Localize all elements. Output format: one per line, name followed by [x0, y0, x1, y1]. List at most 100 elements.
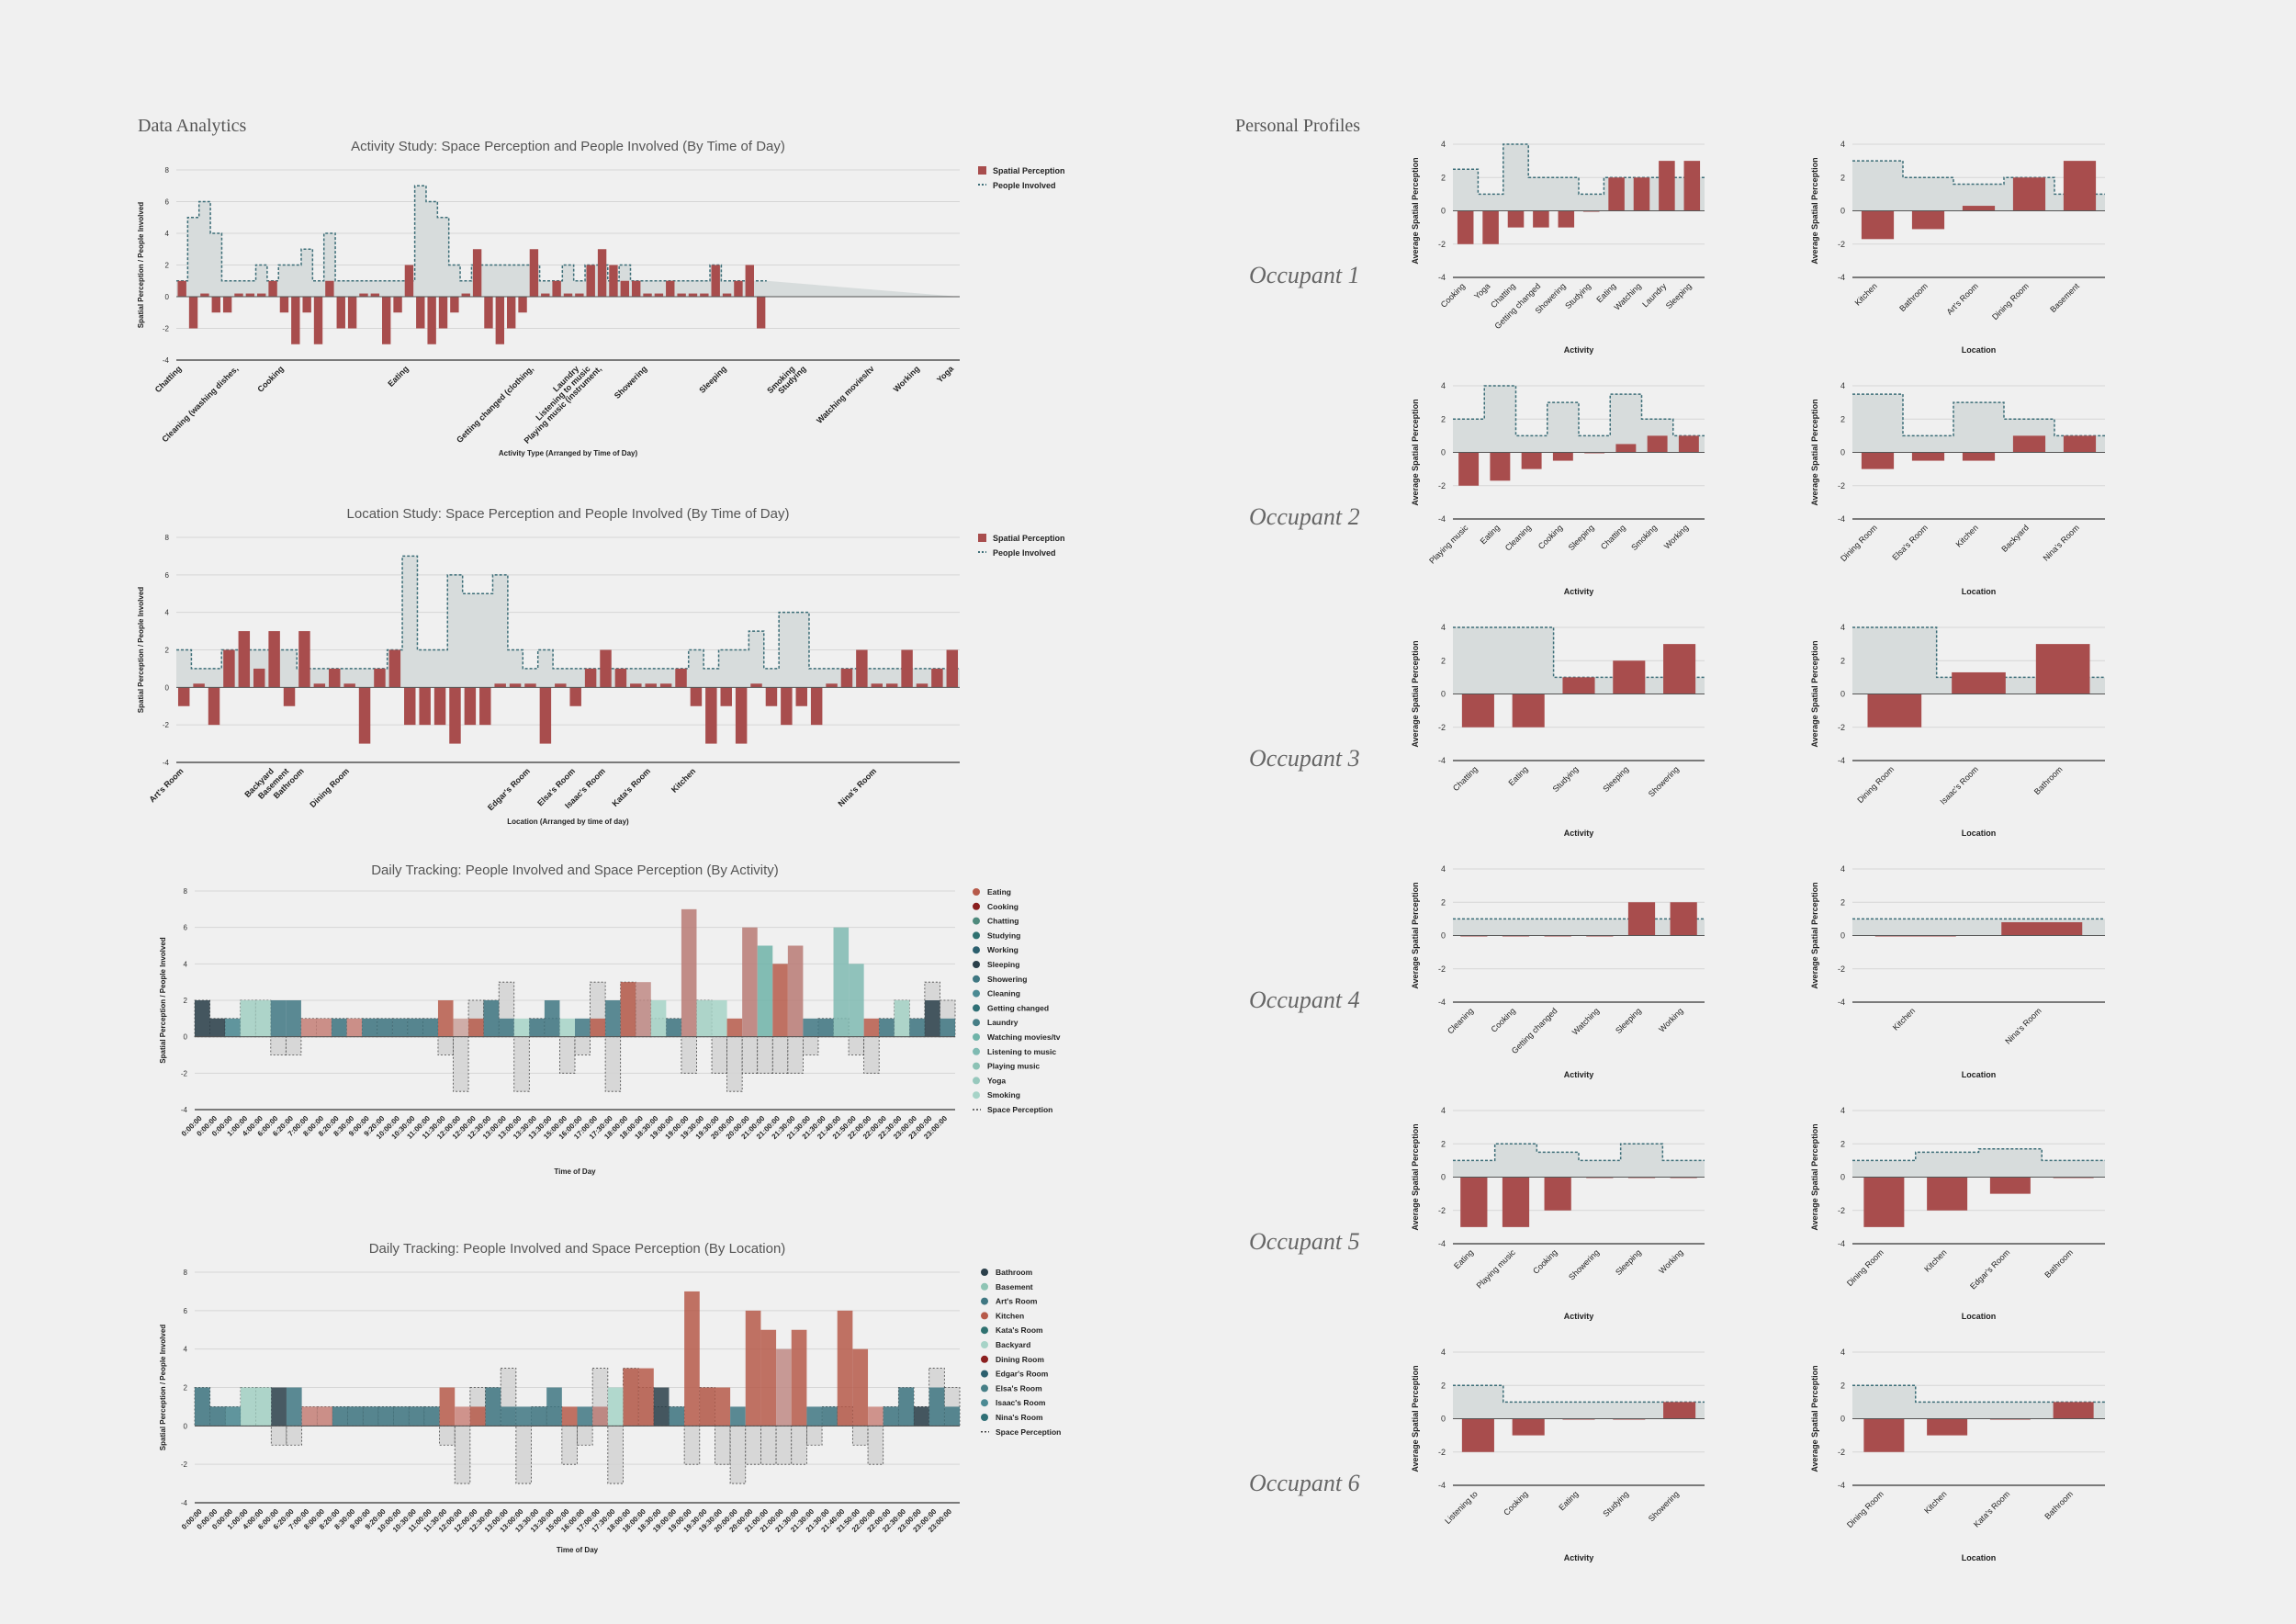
legend-label: Playing music: [987, 1062, 1040, 1071]
activity-study-bar: [666, 280, 675, 297]
activity-study-bar: [347, 297, 357, 329]
occupant-1-location-ytick: -2: [1838, 240, 1845, 249]
activity-study-ytick: 6: [165, 198, 170, 207]
daily-location-people-bar: [699, 1387, 715, 1427]
activity-study-bar: [631, 280, 641, 297]
daily-activity-people-bar: [696, 1000, 713, 1037]
occupant-4-location-ytick: -4: [1838, 998, 1845, 1007]
occupant-2-location-ytick: -4: [1838, 514, 1845, 524]
occupant-6-activity-bar: [1512, 1418, 1545, 1436]
legend-label: Showering: [987, 975, 1027, 984]
daily-location-xlabel: Time of Day: [557, 1546, 599, 1554]
location-study-bar: [313, 683, 326, 688]
occupant-3-location-xtick: Dining Room: [1855, 764, 1896, 805]
activity-study-bar: [416, 297, 425, 329]
activity-study-xtick: Eating: [386, 364, 411, 389]
legend-swatch: [981, 1341, 988, 1348]
daily-location-ytick: -2: [181, 1460, 188, 1469]
occupant-2-location-xtick: Kitchen: [1954, 523, 1980, 548]
occupant-5-activity-ylabel: Average Spatial Perception: [1411, 1123, 1420, 1230]
occupant-1-location-line: [1852, 160, 2105, 196]
daily-location-people-bar: [515, 1406, 532, 1427]
daily-activity-people-bar: [636, 982, 651, 1037]
activity-study-legend: Spatial Perception People Involved: [978, 166, 1065, 190]
daily-activity-people-bar: [757, 945, 773, 1037]
location-study-bar: [223, 649, 235, 688]
daily-activity-perception-bar: [787, 1036, 804, 1074]
daily-location-perception-bar: [760, 1425, 777, 1465]
occupant-3-activity-bar: [1461, 694, 1494, 727]
daily-activity-people-bar: [346, 1018, 363, 1037]
daily-activity-people-bar: [681, 908, 697, 1037]
daily-location-people-bar: [898, 1387, 915, 1427]
occupant-6-activity-ylabel: Average Spatial Perception: [1411, 1365, 1420, 1472]
occupant-1-location-xtick: Art's Room: [1945, 281, 1980, 316]
occupant-5-location-ytick: 0: [1840, 1173, 1845, 1182]
activity-study-ytick: 2: [165, 262, 170, 270]
legend-swatch: [973, 1062, 980, 1070]
location-study-ytick: -4: [163, 759, 170, 767]
daily-location-perception-bar: [270, 1425, 287, 1446]
activity-study-bar: [506, 297, 516, 329]
daily-location-people-bar: [623, 1368, 639, 1427]
daily-activity-people-bar: [787, 945, 804, 1037]
occupant-2-location-bar: [1861, 452, 1895, 469]
legend-label: Backyard: [996, 1340, 1030, 1349]
right-section-title: Personal Profiles: [1235, 116, 1361, 136]
activity-study-xtick: Getting changed (clothing,: [455, 364, 535, 445]
occupant-6-location-line: [1852, 1384, 2105, 1404]
occupant-3-location-xtick: Bathroom: [2032, 764, 2065, 796]
daily-activity-people-bar: [590, 1018, 606, 1037]
occupant-4-location-xtick: Kitchen: [1891, 1006, 1917, 1032]
legend-swatch-spatial: [978, 166, 986, 175]
daily-activity-people-bar: [286, 1000, 301, 1037]
activity-study-bar: [257, 293, 266, 297]
occupant-5-activity: -4 -2 0 2 4 Eating Playing music Cooking Showeri…: [1411, 1106, 1705, 1321]
occupant-5-activity-area: [1453, 1144, 1705, 1178]
occupant-4-location-ytick: 4: [1840, 864, 1845, 874]
activity-study-xtick: Sleeping: [697, 364, 728, 395]
daily-location-people-bar: [255, 1387, 272, 1427]
occupant-2-activity-ytick: 2: [1441, 414, 1446, 423]
daily-location-people-bar: [409, 1406, 424, 1427]
daily-activity-people-bar: [772, 964, 788, 1037]
legend-label: Laundry: [987, 1018, 1019, 1027]
occupant-5-location-xlabel: Location: [1962, 1312, 1997, 1321]
daily-activity-ytick: 8: [184, 887, 188, 896]
location-study-bar: [916, 683, 929, 688]
location-study-bar: [856, 649, 868, 688]
daily-activity-people-bar: [300, 1018, 317, 1037]
occupant-1-activity-xtick: Yoga: [1472, 281, 1491, 300]
activity-study-bar: [313, 297, 323, 344]
occupant-6-activity-xlabel: Activity: [1564, 1553, 1594, 1562]
location-study-bar: [659, 683, 672, 688]
daily-activity-people-bar: [803, 1018, 818, 1037]
occupant-6-activity-bar: [1663, 1402, 1696, 1419]
occupant-2-location-ytick: 2: [1840, 414, 1845, 423]
location-study-bar: [404, 687, 416, 726]
legend-swatch: [981, 1355, 988, 1363]
legend-swatch: [973, 946, 980, 954]
occupant-3-activity-xtick: Studying: [1551, 764, 1581, 794]
activity-study-bar: [336, 297, 345, 329]
occupant-4-location-ytick: 2: [1840, 897, 1845, 907]
occupant-6-activity-ytick: 4: [1441, 1348, 1446, 1357]
daily-activity-perception-bar: [559, 1036, 576, 1074]
location-study-bar: [885, 683, 898, 688]
occupant-5-location-xtick: Bathroom: [2043, 1247, 2075, 1280]
occupant-1-activity-xlabel: Activity: [1564, 345, 1594, 355]
daily-activity-people-bar: [332, 1018, 347, 1037]
daily-activity-perception-bar: [513, 1036, 530, 1092]
daily-location-people-bar: [271, 1387, 287, 1427]
daily-location-ytick: 2: [184, 1384, 188, 1393]
occupant-3-location-bar: [1952, 671, 2006, 694]
daily-activity-people-bar: [392, 1018, 408, 1037]
location-study-bar: [449, 687, 461, 744]
occupant-3-activity-xtick: Sleeping: [1601, 764, 1630, 794]
daily-location-ytick: 6: [184, 1307, 188, 1315]
daily-activity-perception-bar: [285, 1036, 302, 1055]
activity-study-bar: [291, 297, 300, 344]
activity-study-bar: [620, 280, 630, 297]
occupant-5-location-ytick: 2: [1840, 1139, 1845, 1148]
occupant-5-location-ytick: -4: [1838, 1239, 1845, 1248]
